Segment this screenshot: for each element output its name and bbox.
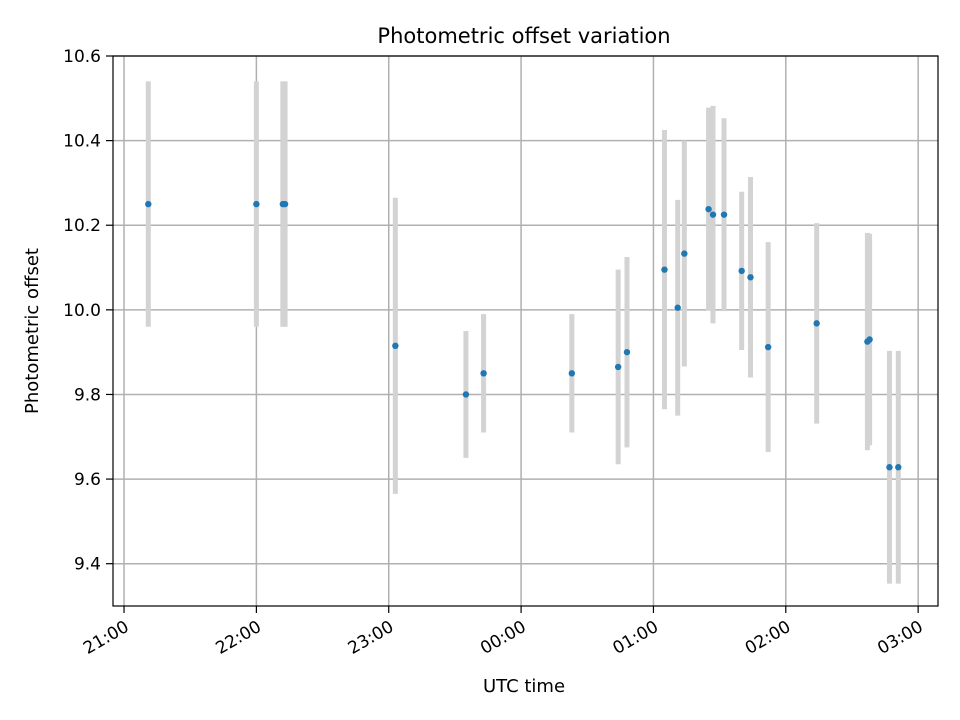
data-point [480, 370, 487, 377]
data-point [709, 211, 717, 218]
data-point [866, 336, 873, 343]
data-point [720, 211, 728, 218]
y-tick-label: 9.8 [74, 385, 101, 405]
y-axis: 9.4 9.6 9.8 10.0 10.2 10.4 10.6 [63, 47, 113, 575]
x-axis-label: UTC time [483, 676, 565, 697]
data-point [674, 304, 681, 311]
data-point [462, 391, 470, 398]
data-point [281, 200, 289, 208]
data-point [614, 363, 622, 371]
data-point [623, 348, 631, 356]
y-tick-label: 9.4 [74, 555, 101, 575]
data-point [568, 370, 576, 377]
data-point [253, 200, 260, 208]
y-tick-label: 10.0 [63, 301, 101, 321]
y-axis-label: Photometric offset [22, 248, 43, 414]
y-tick-label: 10.2 [63, 216, 101, 236]
y-tick-label: 10.4 [63, 132, 101, 152]
y-tick-label: 10.6 [63, 47, 101, 67]
data-point [738, 267, 745, 275]
data-point [764, 343, 772, 351]
data-point [661, 266, 668, 273]
data-point [813, 320, 820, 327]
data-point [895, 464, 902, 471]
chart-title: Photometric offset variation [377, 24, 670, 48]
data-point [886, 464, 893, 471]
plot-frame [112, 55, 939, 607]
data-point [392, 342, 399, 350]
data-point [705, 205, 712, 213]
y-tick-label: 9.6 [74, 470, 101, 490]
data-point [681, 250, 688, 257]
data-point [145, 200, 152, 208]
data-point [747, 274, 754, 281]
data-points [145, 200, 902, 471]
